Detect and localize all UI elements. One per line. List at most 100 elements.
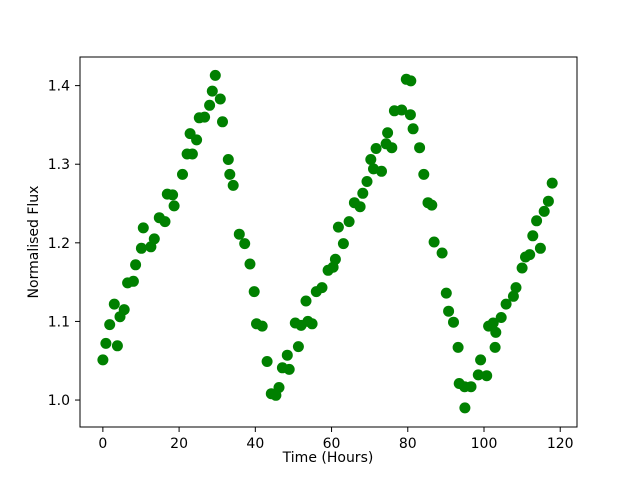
data-point <box>137 222 149 234</box>
data-point <box>148 233 160 245</box>
data-point <box>487 317 499 329</box>
y-axis-label: Normalised Flux <box>26 186 42 299</box>
data-point <box>516 262 528 274</box>
data-point <box>224 168 236 180</box>
data-point <box>239 238 251 250</box>
data-point <box>306 318 318 330</box>
data-point <box>524 249 536 261</box>
data-point <box>481 370 493 382</box>
data-point <box>199 111 211 123</box>
data-point <box>292 341 304 353</box>
data-point <box>500 298 512 310</box>
data-point <box>495 312 507 323</box>
data-point <box>404 109 416 121</box>
data-point <box>527 230 539 242</box>
data-point <box>542 195 554 207</box>
data-point <box>337 238 349 250</box>
data-point <box>217 116 228 128</box>
data-point <box>111 340 123 352</box>
data-point <box>465 381 477 393</box>
data-point <box>510 282 522 294</box>
data-point <box>159 216 171 228</box>
data-point <box>452 341 464 353</box>
data-point <box>248 286 260 298</box>
data-point <box>531 215 543 227</box>
x-tick-label: 60 <box>323 436 341 452</box>
data-point <box>376 165 387 177</box>
data-point <box>191 134 203 146</box>
y-tick-label: 1.0 <box>48 393 70 409</box>
data-point <box>135 242 147 254</box>
x-axis-ticks: 0 20 40 60 80 100 120 <box>98 427 574 452</box>
data-point <box>273 382 285 393</box>
y-tick-label: 1.1 <box>48 314 70 330</box>
data-point <box>233 228 245 240</box>
data-point <box>167 189 179 201</box>
data-point <box>316 282 328 294</box>
data-point <box>168 200 180 212</box>
data-point <box>97 354 109 366</box>
data-points <box>97 69 558 414</box>
data-point <box>283 363 295 375</box>
x-tick-label: 0 <box>98 436 107 452</box>
data-point <box>370 143 382 154</box>
data-point <box>130 259 142 271</box>
x-tick-label: 40 <box>246 436 264 452</box>
data-point <box>414 142 426 154</box>
data-point <box>108 298 120 310</box>
data-point <box>244 258 256 270</box>
data-point <box>546 177 558 189</box>
data-point <box>357 187 369 199</box>
data-point <box>177 168 188 180</box>
y-tick-label: 1.4 <box>48 79 70 95</box>
data-point <box>534 242 546 254</box>
data-point <box>300 295 312 307</box>
data-point <box>475 354 487 366</box>
data-point <box>332 221 344 233</box>
data-point <box>256 320 268 332</box>
data-point <box>448 316 459 328</box>
data-point <box>382 127 394 139</box>
data-point <box>436 247 448 259</box>
data-point <box>472 369 484 381</box>
data-point <box>507 290 519 302</box>
data-point <box>227 179 239 191</box>
data-point <box>204 99 216 111</box>
data-point <box>418 168 430 180</box>
data-point <box>489 341 501 353</box>
data-point <box>281 349 293 361</box>
data-point <box>354 201 366 213</box>
data-point <box>426 199 438 211</box>
data-point <box>365 154 377 165</box>
data-point <box>343 216 355 228</box>
y-tick-label: 1.3 <box>48 157 70 173</box>
data-point <box>222 154 234 165</box>
x-tick-label: 80 <box>399 436 417 452</box>
data-point <box>361 176 373 187</box>
data-point <box>407 123 419 135</box>
data-point <box>459 402 471 414</box>
data-point <box>538 205 550 217</box>
data-point <box>428 236 440 248</box>
x-tick-label: 120 <box>547 436 574 452</box>
x-tick-label: 20 <box>170 436 188 452</box>
y-axis-ticks: 1.0 1.1 1.2 1.3 1.4 <box>48 79 80 409</box>
data-point <box>127 275 139 287</box>
data-point <box>443 305 455 317</box>
data-point <box>405 75 417 87</box>
data-point <box>396 104 408 116</box>
plot-frame <box>79 56 578 428</box>
data-point <box>261 356 273 367</box>
data-point <box>386 142 398 154</box>
data-point <box>209 69 221 81</box>
data-point <box>118 304 130 316</box>
data-point <box>186 148 198 160</box>
y-tick-label: 1.2 <box>48 236 70 252</box>
data-point <box>206 85 218 97</box>
data-point <box>490 326 502 338</box>
data-point <box>214 93 226 105</box>
x-axis-label: Time (Hours) <box>282 450 374 466</box>
data-point <box>104 319 116 331</box>
